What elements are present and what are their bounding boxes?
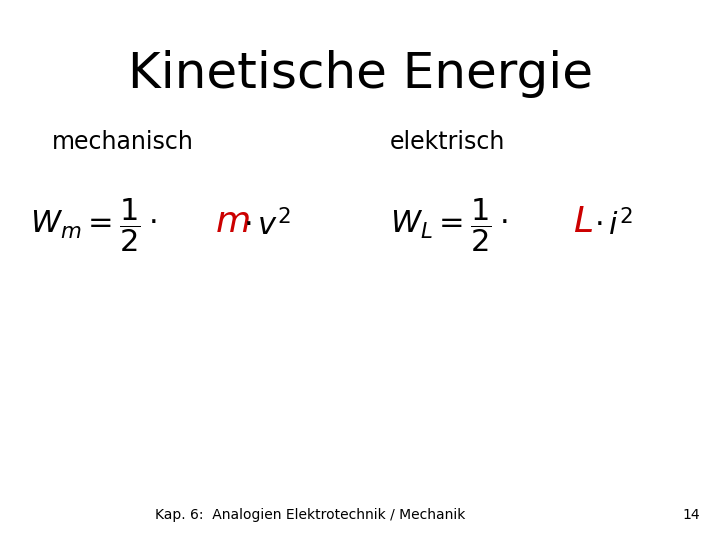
Text: Kap. 6:  Analogien Elektrotechnik / Mechanik: Kap. 6: Analogien Elektrotechnik / Mecha… bbox=[155, 508, 465, 522]
Text: $W_L = \dfrac{1}{2} \cdot$: $W_L = \dfrac{1}{2} \cdot$ bbox=[390, 196, 508, 254]
Text: mechanisch: mechanisch bbox=[52, 130, 194, 154]
Text: elektrisch: elektrisch bbox=[390, 130, 505, 154]
Text: $W_m = \dfrac{1}{2} \cdot$: $W_m = \dfrac{1}{2} \cdot$ bbox=[30, 196, 157, 254]
Text: 14: 14 bbox=[683, 508, 700, 522]
Text: $\cdot\, i^2$: $\cdot\, i^2$ bbox=[594, 209, 633, 241]
Text: Kinetische Energie: Kinetische Energie bbox=[127, 50, 593, 98]
Text: $\mathbf{\mathit{m}}$: $\mathbf{\mathit{m}}$ bbox=[215, 205, 250, 239]
Text: $\mathit{L}$: $\mathit{L}$ bbox=[573, 205, 593, 239]
Text: $\cdot\, v^2$: $\cdot\, v^2$ bbox=[243, 209, 291, 241]
